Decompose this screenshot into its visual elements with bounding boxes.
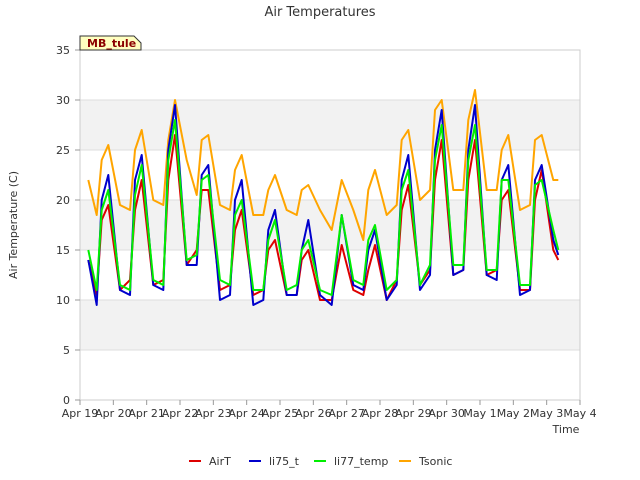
site-badge-label: MB_tule <box>87 37 136 50</box>
y-tick-label: 35 <box>56 44 70 57</box>
x-tick-label: Apr 25 <box>262 407 299 420</box>
x-tick-label: Apr 24 <box>228 407 265 420</box>
y-tick-label: 30 <box>56 94 70 107</box>
x-tick-label: Apr 30 <box>428 407 465 420</box>
x-tick-label: Apr 23 <box>195 407 232 420</box>
x-axis-title: Time <box>552 423 580 436</box>
x-tick-label: Apr 19 <box>62 407 99 420</box>
legend-label: AirT <box>209 455 231 468</box>
background-bands <box>80 100 580 350</box>
background-band <box>80 300 580 350</box>
y-axis-title: Air Temperature (C) <box>7 171 20 279</box>
x-tick-label: Apr 26 <box>295 407 332 420</box>
legend-label: li77_temp <box>334 455 388 468</box>
x-tick-label: Apr 29 <box>395 407 432 420</box>
legend: AirT li75_t li77_temp Tsonic <box>189 455 452 468</box>
plot-frame <box>79 49 581 401</box>
y-axis-ticks: 0 5 10 15 20 25 30 35 <box>56 44 80 407</box>
x-tick-label: May 1 <box>463 407 496 420</box>
series-lines <box>87 89 560 306</box>
x-tick-label: Apr 28 <box>362 407 399 420</box>
y-tick-label: 15 <box>56 244 70 257</box>
x-tick-label: Apr 21 <box>128 407 165 420</box>
background-band <box>80 200 580 250</box>
site-badge-shape <box>79 35 142 51</box>
chart-title: Air Temperatures <box>264 5 375 20</box>
x-tick-label: May 4 <box>563 407 596 420</box>
x-tick-label: Apr 27 <box>328 407 365 420</box>
series-line-li77-temp <box>87 119 560 296</box>
site-badge: MB_tule <box>79 35 142 51</box>
y-tick-label: 5 <box>63 344 70 357</box>
series-line-tsonic <box>87 89 559 241</box>
legend-label: Tsonic <box>418 455 452 468</box>
background-band <box>80 100 580 150</box>
y-tick-label: 25 <box>56 144 70 157</box>
y-tick-label: 10 <box>56 294 70 307</box>
x-tick-label: Apr 20 <box>95 407 132 420</box>
x-tick-label: May 3 <box>530 407 563 420</box>
x-tick-label: Apr 22 <box>162 407 199 420</box>
y-tick-label: 0 <box>63 394 70 407</box>
legend-label: li75_t <box>269 455 300 468</box>
x-tick-label: May 2 <box>497 407 530 420</box>
y-tick-label: 20 <box>56 194 70 207</box>
